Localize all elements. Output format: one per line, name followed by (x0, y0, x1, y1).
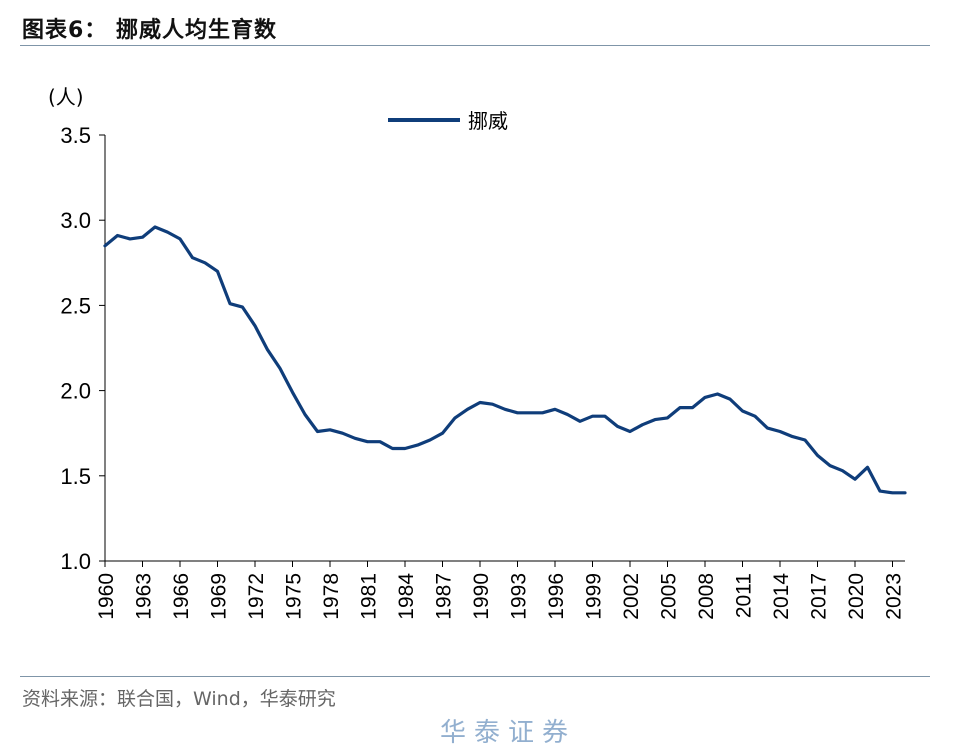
y-tick-label: 1.5 (60, 464, 91, 489)
x-tick-label: 1975 (283, 573, 306, 620)
series-layer (103, 225, 907, 495)
y-unit-label: (人) (48, 85, 84, 109)
x-tick-label: 1966 (170, 573, 193, 620)
x-tick-label: 1987 (433, 573, 456, 620)
x-tick-label: 1990 (470, 573, 493, 620)
x-tick-label: 1969 (208, 573, 231, 620)
watermark-logo: 华泰证券 (440, 718, 577, 748)
fertility-line-chart: (人) 挪威 1.01.52.02.53.03.5 1960 1963 1966 19… (48, 85, 907, 620)
y-tick-label: 3.5 (60, 123, 91, 148)
x-tick-label: 2014 (770, 573, 793, 620)
y-tick-label: 1.0 (60, 549, 91, 574)
x-tick-label: 2002 (620, 573, 643, 620)
y-tick-label: 2.5 (60, 293, 91, 318)
chart-title: 图表6： 挪威人均生育数 (22, 18, 277, 43)
source-note: 资料来源：联合国，Wind，华泰研究 (22, 688, 336, 710)
x-tick-label: 1999 (583, 573, 606, 620)
y-axis: 1.0 1.5 2.0 2.5 3.0 3.5 (60, 123, 106, 574)
x-tick-label: 1963 (133, 573, 156, 620)
x-tick-label: 1993 (508, 573, 531, 620)
x-tick-label: 2023 (883, 573, 906, 620)
x-tick-label: 2020 (845, 573, 868, 620)
x-tick-label: 1981 (358, 573, 381, 620)
x-tick-label: 1960 (95, 573, 118, 620)
x-tick-label: 2017 (808, 573, 831, 620)
x-tick-label: 1972 (245, 573, 268, 620)
legend-label: 挪威 (468, 109, 508, 133)
series-line (103, 225, 907, 495)
x-tick-label: 1996 (545, 573, 568, 620)
x-tick-label: 2005 (658, 573, 681, 620)
x-tick-label: 1978 (320, 573, 343, 620)
header-divider (20, 45, 930, 46)
x-tick-label: 2008 (695, 573, 718, 620)
x-axis: 1960 1963 1966 1969 1972 1975 1978 1981 1984 1987… (95, 560, 906, 620)
y-tick-label: 2.0 (60, 379, 91, 404)
footer-divider (20, 676, 930, 677)
x-tick-label: 2011 (733, 573, 756, 618)
x-tick-label: 1984 (395, 573, 418, 620)
y-tick-label: 3.0 (60, 208, 91, 233)
